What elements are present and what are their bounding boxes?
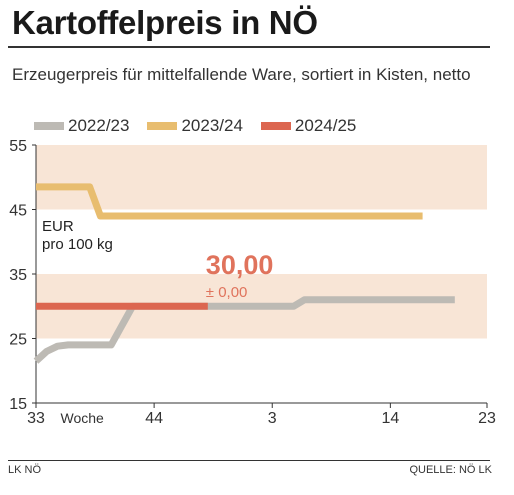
x-tick-label-2: 44 bbox=[145, 410, 163, 427]
series-line-2023-24 bbox=[36, 183, 423, 220]
y-tick-label-45: 45 bbox=[9, 203, 27, 220]
y-tick-label-25: 25 bbox=[9, 332, 27, 349]
footer-divider bbox=[8, 460, 490, 461]
chart-legend: 2022/23 2023/24 2024/25 bbox=[34, 116, 374, 136]
shaded-band-1 bbox=[36, 145, 487, 210]
footer-source-left: LK NÖ bbox=[8, 464, 42, 476]
series-line-2022-23 bbox=[33, 296, 455, 364]
title-divider bbox=[8, 46, 490, 48]
subtitle: Erzeugerpreis für mittelfallende Ware, s… bbox=[12, 65, 471, 84]
unit-label-1: pro 100 kg bbox=[42, 236, 113, 253]
x-tick-label-5: 23 bbox=[478, 410, 496, 427]
legend-swatch-2024-25 bbox=[260, 122, 291, 130]
legend-swatch-2023-24 bbox=[147, 122, 178, 130]
current-value-label: 30,00 bbox=[206, 250, 274, 280]
legend-label-2023-24: 2023/24 bbox=[181, 116, 243, 135]
y-tick-label-35: 35 bbox=[9, 267, 27, 284]
x-tick-label-0: 33 bbox=[27, 410, 45, 427]
x-tick-label-4: 14 bbox=[381, 410, 399, 427]
unit-label-0: EUR bbox=[42, 218, 74, 235]
x-tick-label-1: Woche bbox=[61, 410, 105, 426]
page-title: Kartoffelpreis in NÖ bbox=[12, 4, 318, 41]
y-tick-label-15: 15 bbox=[9, 396, 27, 413]
legend-item-2024-25: 2024/25 bbox=[260, 116, 357, 136]
legend-item-2022-23: 2022/23 bbox=[34, 116, 129, 136]
x-tick-label-3: 3 bbox=[268, 410, 277, 427]
footer-source-right: QUELLE: NÖ LK bbox=[409, 464, 492, 476]
y-tick-label-55: 55 bbox=[9, 138, 27, 155]
legend-label-2024-25: 2024/25 bbox=[294, 116, 357, 135]
current-change-label: ± 0,00 bbox=[206, 284, 248, 301]
legend-swatch-2022-23 bbox=[34, 122, 64, 130]
legend-label-2022-23: 2022/23 bbox=[68, 116, 130, 135]
legend-item-2023-24: 2023/24 bbox=[147, 116, 243, 136]
